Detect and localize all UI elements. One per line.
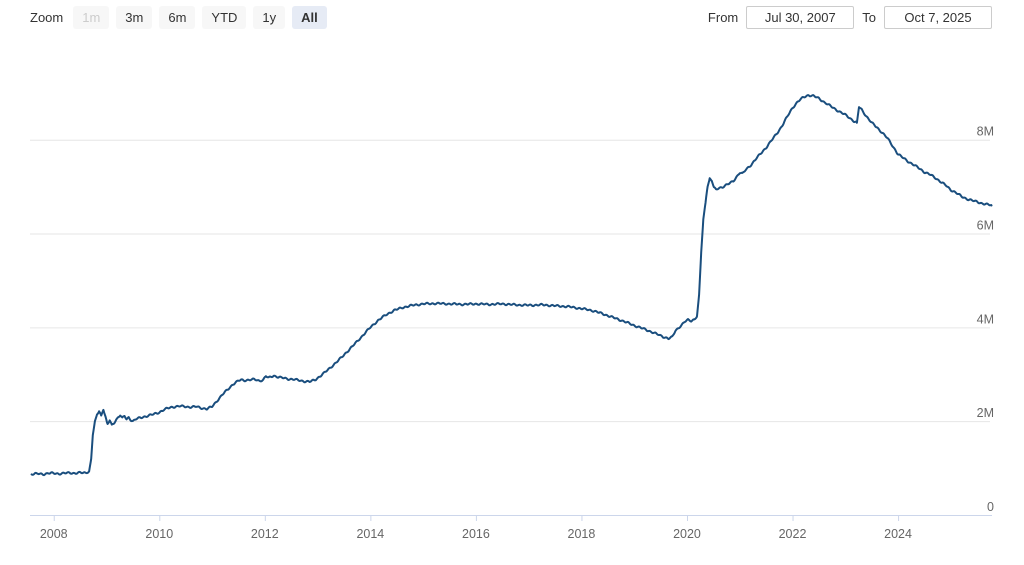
x-axis-label: 2010 — [145, 527, 173, 541]
zoom-button-ytd[interactable]: YTD — [202, 6, 247, 29]
zoom-button-all[interactable]: All — [292, 6, 327, 29]
zoom-button-group: Zoom 1m 3m 6m YTD 1y All — [30, 6, 327, 29]
y-axis-label: 6M — [977, 219, 994, 233]
zoom-button-1m: 1m — [73, 6, 110, 29]
from-date-input[interactable] — [746, 6, 855, 29]
y-axis-label: 8M — [977, 125, 994, 139]
x-axis-label: 2020 — [673, 527, 701, 541]
zoom-button-1y[interactable]: 1y — [253, 6, 286, 29]
to-label: To — [862, 10, 876, 25]
x-axis-label: 2016 — [462, 527, 490, 541]
x-axis-label: 2014 — [356, 527, 384, 541]
y-axis-label: 0 — [987, 500, 994, 514]
series-line — [30, 94, 993, 477]
y-axis-label: 4M — [977, 312, 994, 326]
zoom-label: Zoom — [30, 10, 64, 25]
x-axis-label: 2018 — [568, 527, 596, 541]
zoom-button-3m[interactable]: 3m — [116, 6, 153, 29]
to-date-input[interactable] — [884, 6, 992, 29]
x-axis-label: 2022 — [779, 527, 807, 541]
plot-area[interactable] — [30, 59, 992, 515]
x-axis-label: 2024 — [884, 527, 912, 541]
y-axis-label: 2M — [977, 406, 994, 420]
date-range-group: From To — [708, 6, 992, 29]
x-axis-label: 2008 — [40, 527, 68, 541]
from-label: From — [707, 10, 739, 25]
zoom-button-6m[interactable]: 6m — [159, 6, 196, 29]
x-axis-label: 2012 — [251, 527, 279, 541]
range-selector: Zoom 1m 3m 6m YTD 1y All From To — [0, 6, 1024, 32]
